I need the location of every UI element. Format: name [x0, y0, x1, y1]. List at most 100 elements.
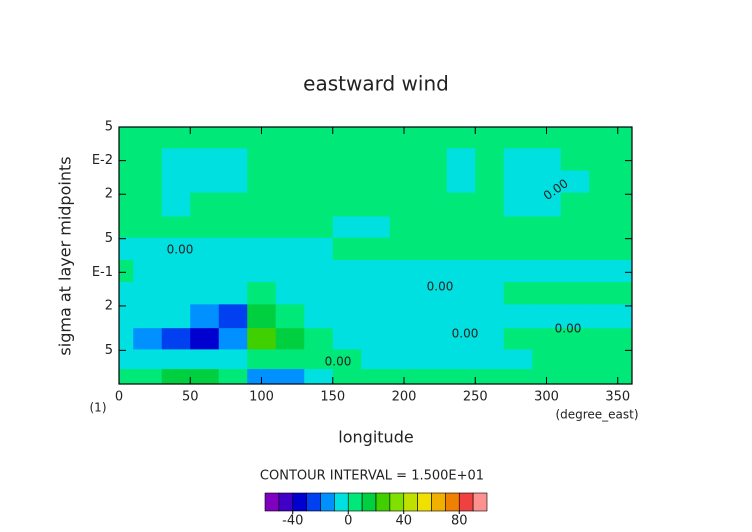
field-cell [119, 237, 134, 261]
field-cell [503, 237, 533, 261]
field-cell [617, 259, 633, 283]
field-cell [361, 349, 391, 370]
x-unit: (degree_east) [555, 408, 638, 422]
field-cell [446, 369, 476, 385]
field-cell [418, 304, 448, 329]
field-cell [475, 237, 505, 261]
contour-label: 0.00 [452, 327, 479, 341]
field-cell [275, 237, 305, 261]
field-cell [161, 148, 191, 171]
field-cell [332, 369, 362, 385]
colorbar-box [278, 492, 294, 512]
field-cell [389, 237, 419, 261]
field-cell [332, 216, 362, 238]
field-cell [218, 192, 248, 217]
field-cell [446, 282, 476, 305]
field-cell [190, 349, 220, 370]
field-cell [133, 369, 163, 385]
field-cell [190, 170, 220, 193]
field-cell [446, 349, 476, 370]
field-cell [218, 282, 248, 305]
field-cell [503, 304, 533, 329]
field-cell [304, 259, 334, 283]
field-cell [161, 328, 191, 350]
field-cell [532, 192, 562, 217]
field-cell [446, 216, 476, 238]
field-cell [304, 192, 334, 217]
field-cell [503, 127, 533, 149]
field-cell [247, 282, 277, 305]
field-cell [119, 328, 134, 350]
field-cell [119, 148, 134, 171]
field-cell [275, 148, 305, 171]
field-cell [161, 369, 191, 385]
field-cell [218, 328, 248, 350]
field-cell [503, 369, 533, 385]
field-cell [361, 192, 391, 217]
field-cell [589, 349, 619, 370]
colorbar-tick-label: 40 [395, 514, 412, 529]
field-cell [617, 148, 633, 171]
field-cell [190, 216, 220, 238]
field-cell [247, 148, 277, 171]
field-cell [446, 170, 476, 193]
colorbar-box [389, 492, 405, 512]
field-cell [617, 349, 633, 370]
field-cell [190, 148, 220, 171]
field-cell [589, 127, 619, 149]
field-cell [418, 282, 448, 305]
field-cell [161, 170, 191, 193]
field-cell [560, 259, 590, 283]
y-tick-label: 5 [105, 120, 113, 135]
field-cell [119, 192, 134, 217]
field-cell [190, 237, 220, 261]
field-cell [161, 216, 191, 238]
field-cell [332, 148, 362, 171]
field-cell [133, 237, 163, 261]
x-tick-label: 200 [392, 390, 417, 405]
field-cell [560, 349, 590, 370]
field-cell [475, 369, 505, 385]
x-tick-label: 50 [182, 390, 199, 405]
field-cell [589, 282, 619, 305]
field-cell [418, 127, 448, 149]
field-cell [617, 170, 633, 193]
field-cell [218, 148, 248, 171]
contour-label: 0.00 [427, 280, 454, 294]
field [119, 127, 633, 385]
contour-label: 0.00 [325, 355, 352, 369]
field-cell [218, 216, 248, 238]
colorbar-box [292, 492, 307, 512]
field-cell [218, 127, 248, 149]
field-cell [218, 237, 248, 261]
field-cell [247, 127, 277, 149]
x-tick-label: 250 [463, 390, 488, 405]
field-cell [532, 148, 562, 171]
field-cell [532, 282, 562, 305]
field-cell [119, 127, 134, 149]
colorbar-box [417, 492, 432, 512]
field-cell [332, 349, 362, 370]
field-cell [532, 237, 562, 261]
field-cell [247, 304, 277, 329]
field-cell [532, 304, 562, 329]
field-cell [560, 192, 590, 217]
field-cell [275, 170, 305, 193]
field-cell [532, 369, 562, 385]
field-cell [275, 304, 305, 329]
field-cell [361, 148, 391, 171]
field-cell [218, 304, 248, 329]
field-cell [389, 369, 419, 385]
field-cell [446, 192, 476, 217]
field-cell [560, 304, 590, 329]
field-cell [475, 216, 505, 238]
field-cell [361, 304, 391, 329]
x-tick-label: 350 [605, 390, 630, 405]
field-cell [475, 349, 505, 370]
field-cell [247, 369, 277, 385]
field-cell [475, 304, 505, 329]
field-cell [161, 192, 191, 217]
chart-title: eastward wind [303, 72, 449, 96]
field-cell [361, 127, 391, 149]
field-cell [617, 369, 633, 385]
